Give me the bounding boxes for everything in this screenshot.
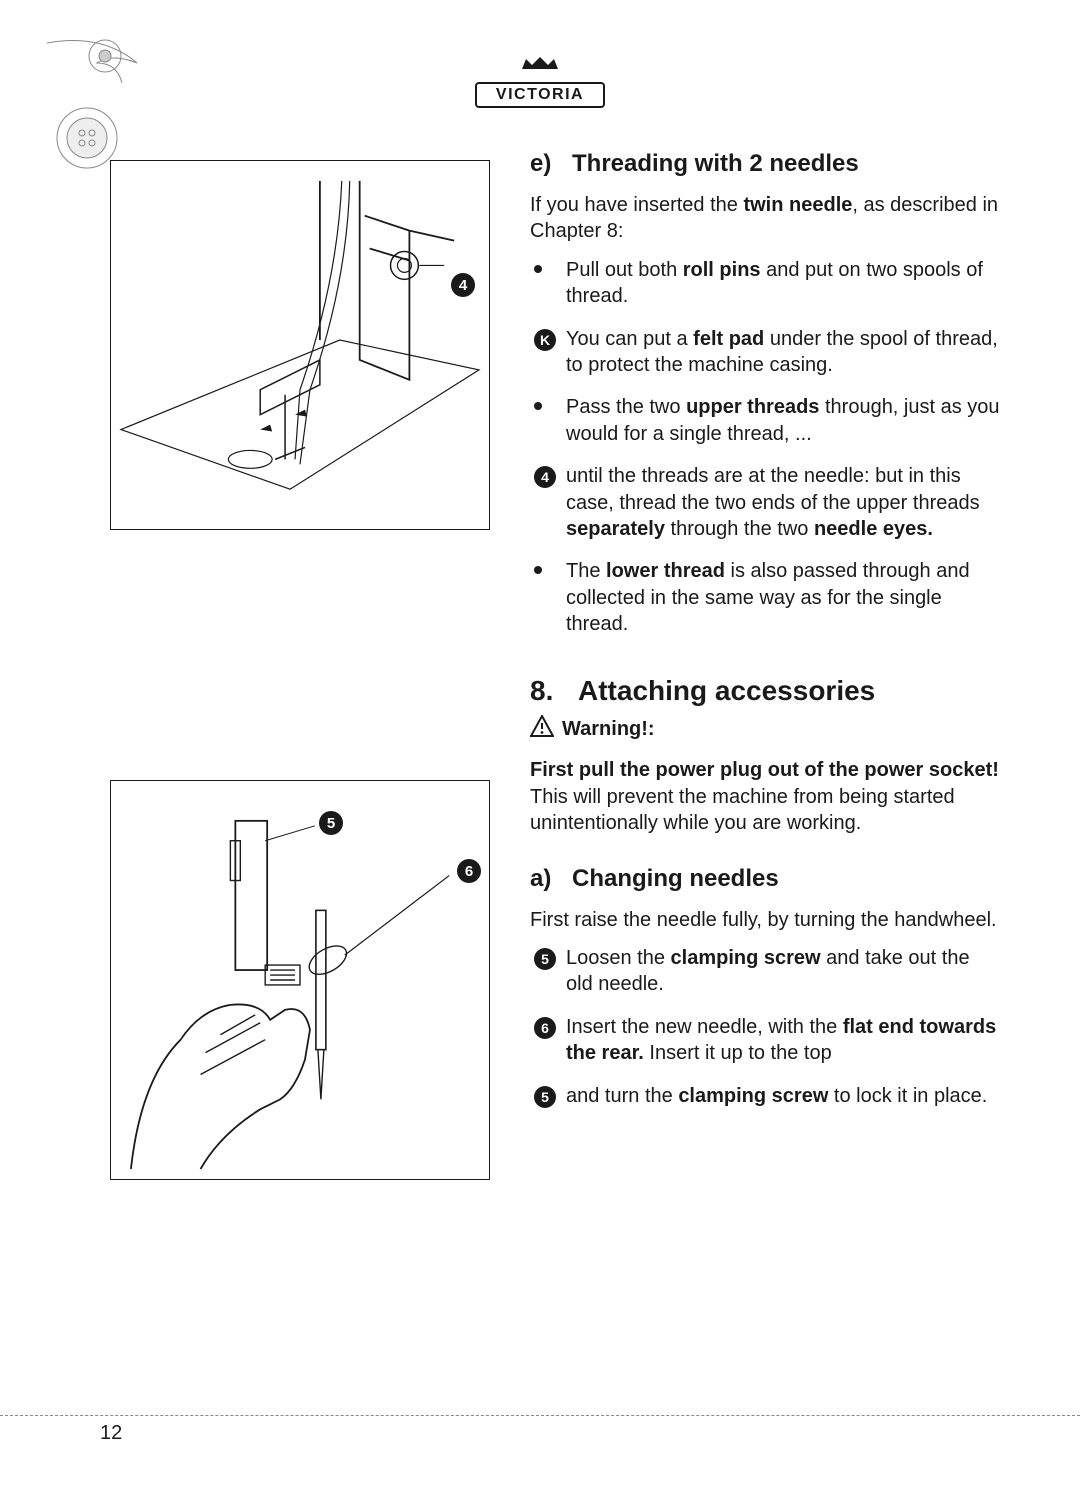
bullet-disc: [534, 257, 542, 283]
bullet-6: 6: [534, 1014, 556, 1040]
bullet-4: 4: [534, 463, 556, 489]
callout-4: 4: [451, 273, 475, 297]
heading-a: a)Changing needles: [530, 865, 1000, 893]
text-column: e)Threading with 2 needles If you have i…: [530, 150, 1000, 1383]
manual-page: VICTORIA: [0, 0, 1080, 1493]
brand-name: VICTORIA: [475, 82, 605, 108]
list-item: 6Insert the new needle, with the flat en…: [530, 1014, 1000, 1067]
list-item: Pass the two upper threads through, just…: [530, 394, 1000, 447]
list-item: Pull out both roll pins and put on two s…: [530, 257, 1000, 310]
page-footer: [0, 1415, 1080, 1438]
bullet-K: K: [534, 326, 556, 352]
list-item: The lower thread is also passed through …: [530, 558, 1000, 637]
figure-needle-change: 5 6: [110, 780, 490, 1180]
page-number: 12: [100, 1422, 122, 1445]
figures-column: 4: [80, 150, 490, 1383]
heading-e: e)Threading with 2 needles: [530, 150, 1000, 178]
bullet-disc: [534, 394, 542, 420]
content-area: 4: [80, 150, 1000, 1383]
list-e: Pull out both roll pins and put on two s…: [530, 257, 1000, 638]
list-a: 5Loosen the clamping screw and take out …: [530, 945, 1000, 1109]
list-item: KYou can put a felt pad under the spool …: [530, 326, 1000, 379]
figure-threading: 4: [110, 160, 490, 530]
warning-body: First pull the power plug out of the pow…: [530, 757, 1000, 836]
heading-8: 8.Attaching accessories: [530, 675, 1000, 707]
bullet-disc: [534, 558, 542, 584]
crown-icon: [520, 57, 560, 71]
bullet-5: 5: [534, 945, 556, 971]
bullet-5: 5: [534, 1083, 556, 1109]
callout-5: 5: [319, 811, 343, 835]
callout-6: 6: [457, 859, 481, 883]
warning-heading: Warning!:: [530, 715, 1000, 743]
brand-logo: VICTORIA: [475, 70, 605, 110]
list-item: 5Loosen the clamping screw and take out …: [530, 945, 1000, 998]
intro-a: First raise the needle fully, by turning…: [530, 907, 1000, 933]
warning-icon: [530, 715, 562, 743]
list-item: 4until the threads are at the needle: bu…: [530, 463, 1000, 542]
list-item: 5and turn the clamping screw to lock it …: [530, 1083, 1000, 1109]
intro-e: If you have inserted the twin needle, as…: [530, 192, 1000, 245]
